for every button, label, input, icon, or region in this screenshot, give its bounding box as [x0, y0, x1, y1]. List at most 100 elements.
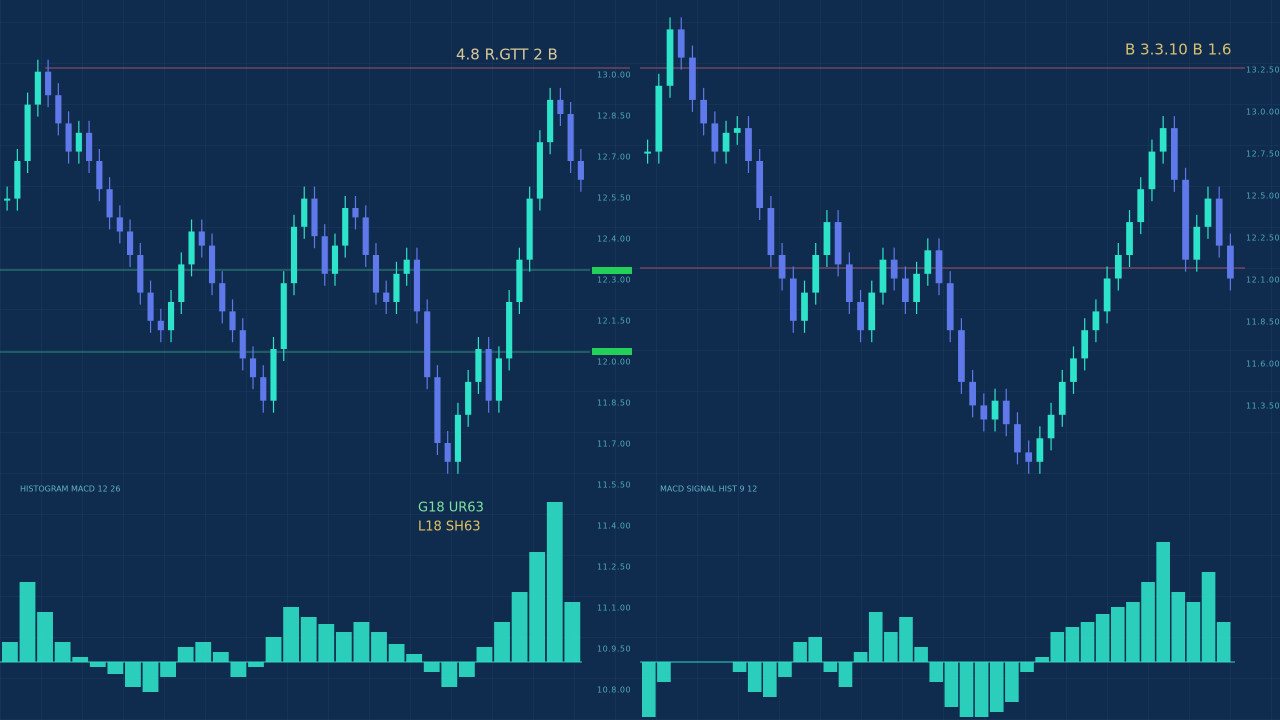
candle-body: [383, 292, 390, 302]
candle: [879, 247, 887, 305]
ticker-label: 4.8 R.GTT 2 B: [456, 46, 558, 64]
candle: [75, 120, 82, 164]
candle-body: [902, 278, 909, 302]
histogram-bar: [335, 632, 352, 662]
histogram-bar: [1216, 622, 1231, 662]
candle: [722, 120, 730, 164]
candle: [342, 196, 349, 258]
histogram-bar: [89, 662, 106, 667]
candle-body: [567, 114, 574, 161]
candle-body: [946, 283, 954, 331]
candle: [700, 87, 708, 136]
price-axis-label: 11.3.50: [1246, 402, 1280, 411]
histogram-bar: [511, 592, 528, 662]
histogram-bar: [989, 662, 1004, 712]
histogram-bar: [546, 502, 563, 662]
candle-body: [331, 245, 339, 274]
panel-label: MACD SIGNAL HIST 9 12: [660, 485, 757, 494]
candle-body: [106, 189, 113, 218]
candle: [465, 369, 472, 427]
candle: [311, 186, 318, 249]
candle: [711, 111, 719, 164]
price-axis-label: 12.3.00: [597, 276, 631, 285]
histogram-bar: [929, 662, 944, 682]
histogram-bar: [458, 662, 475, 677]
candle: [834, 210, 842, 277]
panel-label: HISTOGRAM MACD 12 26: [20, 485, 120, 494]
candle: [868, 280, 876, 343]
candle: [557, 87, 564, 126]
candle-body: [557, 99, 564, 114]
candle-body: [1058, 381, 1066, 415]
candle: [403, 247, 410, 286]
candle: [270, 337, 277, 413]
price-axis-label: 11.1.00: [597, 604, 631, 613]
histogram-bar: [1095, 614, 1110, 662]
candle: [1036, 426, 1044, 474]
candle-body: [778, 255, 786, 279]
candle: [506, 290, 513, 371]
price-axis-label: 11.4.00: [597, 522, 631, 531]
candle: [1182, 167, 1189, 272]
candle-body: [536, 142, 543, 199]
histogram-bar: [914, 647, 928, 662]
candle-body: [147, 292, 154, 321]
candle-body: [767, 208, 775, 255]
candle-body: [890, 259, 898, 279]
candle: [1025, 440, 1033, 474]
candle: [547, 87, 554, 155]
price-axis-label: 12.1.00: [1246, 276, 1280, 285]
candle-body: [4, 198, 11, 201]
candle: [958, 318, 965, 394]
candle: [644, 139, 651, 164]
candle: [413, 247, 421, 324]
candle-body: [137, 255, 144, 293]
price-axis-label: 13.0.00: [1246, 108, 1280, 117]
candle: [745, 116, 752, 173]
candle: [178, 252, 185, 314]
candle-body: [1159, 128, 1167, 152]
candle: [1159, 116, 1167, 164]
candle-body: [260, 377, 267, 401]
candle-body: [290, 226, 298, 284]
candle: [1137, 177, 1145, 235]
price-axis-label: 12.7.50: [1246, 150, 1280, 159]
candle-body: [733, 128, 741, 133]
histogram-bar: [793, 642, 807, 662]
candle-body: [1114, 255, 1122, 279]
candle-body: [756, 161, 764, 208]
candle: [372, 243, 380, 305]
candle-body: [834, 222, 842, 265]
candle: [116, 205, 123, 244]
histogram-bar: [778, 662, 792, 677]
candle-body: [75, 132, 82, 152]
candle: [424, 299, 431, 390]
candle: [1148, 139, 1156, 202]
candle: [260, 365, 267, 413]
candle: [778, 243, 786, 291]
candle-body: [711, 123, 719, 152]
histogram-bar: [107, 662, 124, 674]
price-axis-label: 12.7.00: [597, 153, 631, 162]
candle: [444, 431, 451, 474]
candle: [1047, 402, 1055, 451]
candle: [677, 17, 685, 70]
candle-body: [413, 259, 421, 312]
histogram-bar: [476, 647, 493, 662]
candle: [1204, 186, 1212, 239]
candle: [86, 120, 93, 173]
candle: [229, 299, 236, 343]
candle-body: [689, 57, 696, 100]
price-axis-label: 11.7.00: [597, 440, 631, 449]
histogram-bar: [1156, 542, 1170, 662]
candle-body: [14, 161, 21, 199]
candle: [969, 369, 976, 418]
histogram-bar: [564, 602, 581, 662]
candle-body: [1182, 179, 1189, 260]
candle-body: [1047, 414, 1055, 439]
candle: [1081, 318, 1089, 371]
candle: [733, 116, 741, 145]
candle-body: [1148, 151, 1156, 190]
candle: [655, 73, 663, 164]
